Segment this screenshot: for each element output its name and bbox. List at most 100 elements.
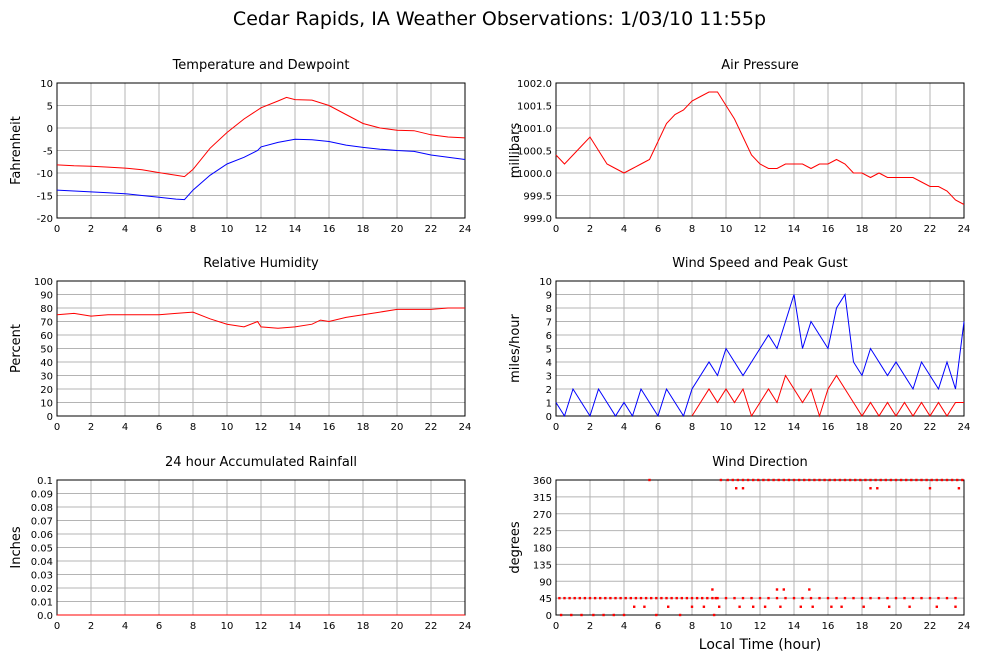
direction-point [750,596,753,600]
wind-xtick-label: 22 [924,422,937,433]
direction-point [655,613,658,617]
wind-xtick-label: 24 [958,422,971,433]
pressure-xtick-label: 10 [720,224,733,235]
direction-point [724,596,728,600]
temp-xtick-label: 4 [122,224,128,235]
temp-xtick-label: 8 [190,224,196,235]
direction-point [741,478,745,482]
humidity-xtick-label: 16 [323,422,336,433]
direction-xtick-label: 22 [924,621,937,632]
direction-point [888,605,891,608]
direction-point [767,596,770,600]
wind-ytick-label: 8 [546,304,552,315]
temp-ytick-label: 5 [47,102,53,113]
direction-point [763,605,767,608]
direction-point [808,588,811,591]
temp-ytick-label: -15 [37,192,53,203]
humidity-series-line-0 [56,307,465,329]
rain-ytick-label: 0.04 [31,557,53,568]
direction-xtick-label: 16 [822,621,835,632]
wind-ytick-label: 6 [546,331,552,342]
direction-point [894,478,898,482]
temp-series-line-1 [56,138,466,201]
direction-point [869,596,872,600]
wind-xtick-label: 16 [822,422,835,433]
direction-point [701,596,704,600]
humidity-ytick-label: 40 [40,358,53,369]
humidity-xtick-label: 6 [156,422,162,433]
direction-point [869,478,872,482]
direction-point [633,605,636,608]
direction-ytick-label: 0 [546,611,552,622]
direction-point [675,596,678,600]
direction-ytick-label: 90 [539,577,552,588]
direction-point [910,478,913,482]
pressure-ylabel: millibars [508,123,523,179]
direction-point [935,478,938,482]
direction-point [937,596,940,600]
direction-point [833,478,836,482]
direction-point [956,478,959,482]
humidity-ylabel: Percent [9,324,24,373]
direction-point [772,478,775,482]
direction-point [629,596,632,600]
direction-point [886,596,889,600]
wind-ytick-label: 9 [546,291,552,302]
humidity-xtick-label: 8 [190,422,196,433]
direction-point [792,596,796,600]
wind-xtick-label: 20 [890,422,903,433]
humidity-title: Relative Humidity [203,256,319,271]
humidity-xtick-label: 18 [357,422,370,433]
direction-point [945,596,949,600]
direction-point [741,596,745,600]
humidity-ytick-label: 90 [40,291,53,302]
temp-xtick-label: 24 [459,224,472,235]
rain-xtick-label: 0 [54,621,60,632]
direction-point [639,596,643,600]
direction-ytick-label: 360 [533,476,552,487]
direction-point [935,605,938,608]
rain-ytick-label: 0.03 [31,571,53,582]
direction-point [908,605,911,608]
direction-point [877,596,881,600]
direction-point [830,605,833,608]
rain-xtick-label: 8 [190,621,196,632]
humidity-ytick-label: 80 [40,304,53,315]
direction-point [779,605,782,608]
rain-title: 24 hour Accumulated Rainfall [165,455,357,470]
pressure-xtick-label: 20 [890,224,903,235]
direction-point [838,478,842,482]
humidity-xtick-label: 14 [289,422,302,433]
direction-point [811,605,814,608]
direction-point [801,596,804,600]
humidity-ytick-label: 50 [40,345,53,356]
direction-point [706,596,709,600]
temp-xtick-label: 12 [255,224,268,235]
direction-point [558,596,561,600]
direction-point [775,596,779,600]
direction-point [599,596,602,600]
wind-xtick-label: 10 [720,422,733,433]
direction-point [752,478,755,482]
direction-point [665,596,668,600]
direction-point [911,596,915,600]
direction-point [925,478,928,482]
pressure-series-line-0 [555,91,965,205]
temp-xtick-label: 6 [156,224,162,235]
direction-point [758,596,762,600]
pressure-xtick-label: 18 [856,224,869,235]
temp-ytick-label: -20 [37,214,53,225]
direction-point [583,596,587,600]
rain-xtick-label: 18 [357,621,370,632]
wind-ytick-label: 4 [546,358,552,369]
humidity-ytick-label: 0 [47,412,53,423]
direction-ytick-label: 315 [533,493,552,504]
direction-point [648,478,651,482]
direction-point [777,478,780,482]
direction-point [580,613,583,617]
direction-point [702,605,706,608]
temp-title: Temperature and Dewpoint [172,58,350,73]
direction-point [859,478,862,482]
direction-point [954,605,957,608]
